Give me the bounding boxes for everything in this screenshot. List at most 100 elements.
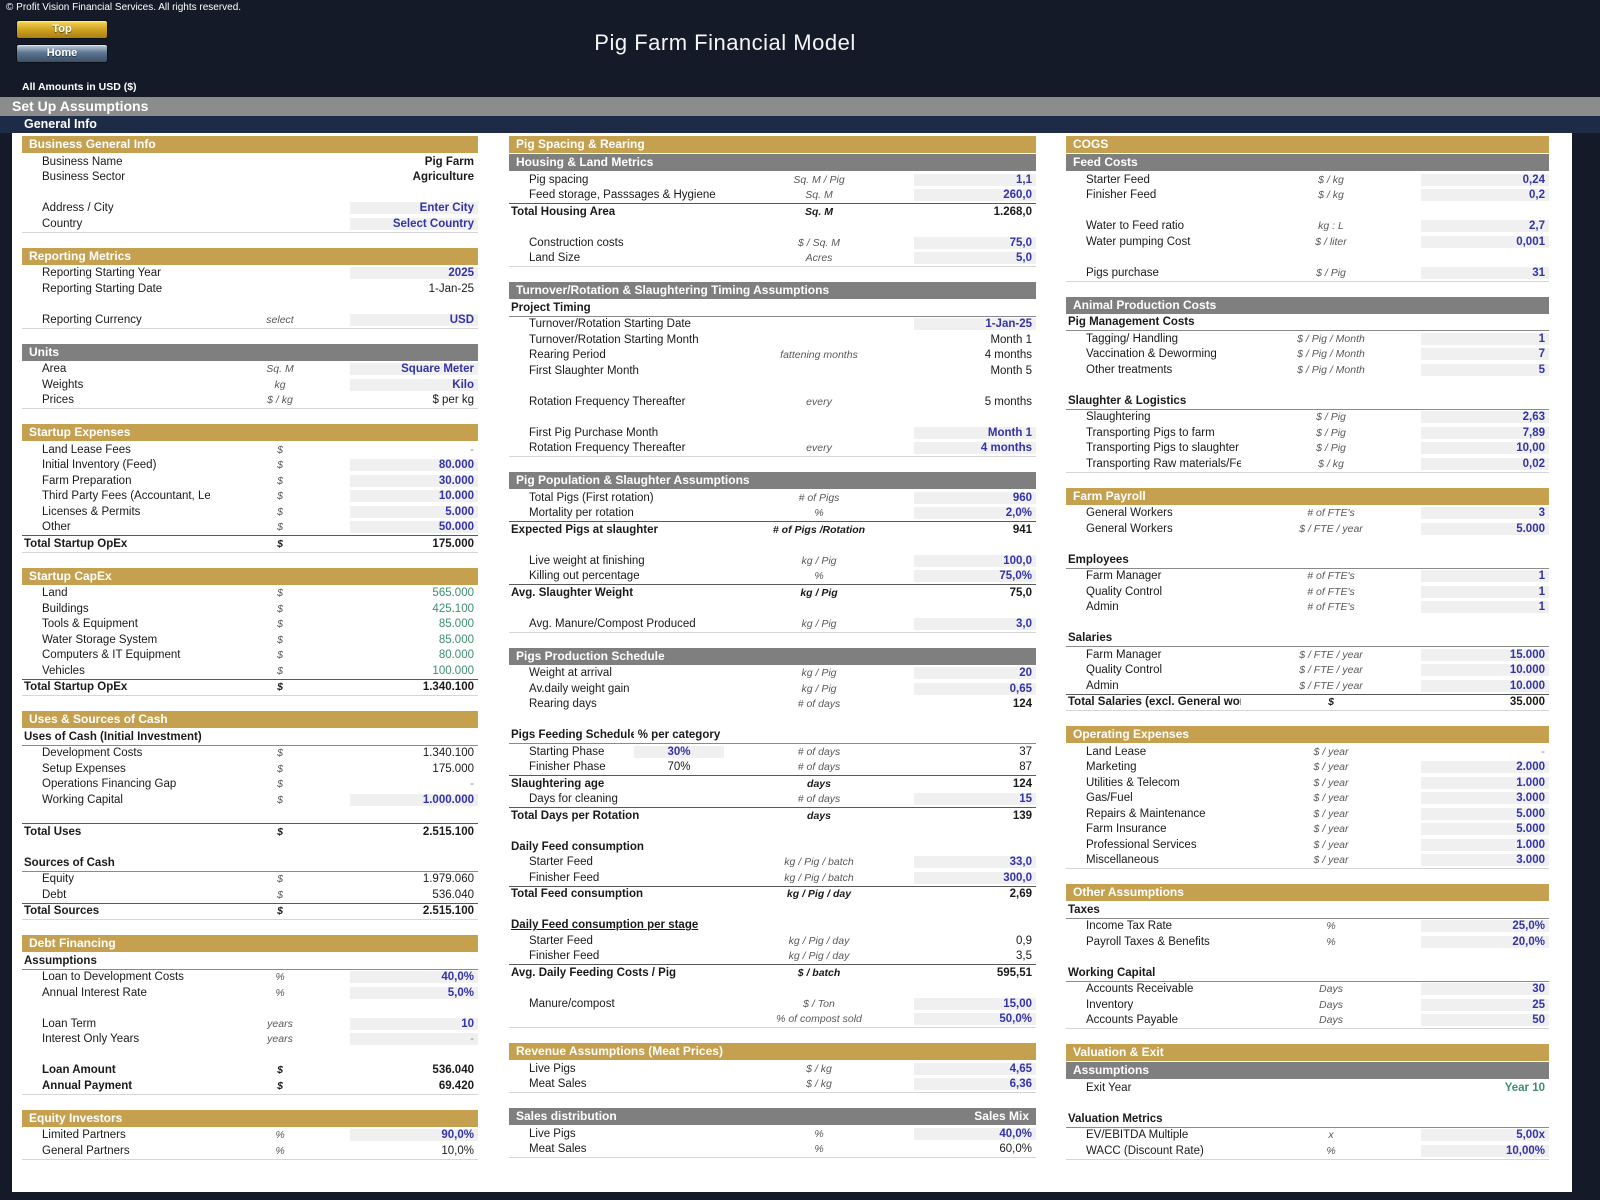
input-cell[interactable]: 31 — [1421, 266, 1549, 279]
input-cell[interactable]: 0,65 — [914, 682, 1036, 695]
row-unit: $ / FTE / year — [1299, 679, 1363, 692]
input-cell[interactable]: 1 — [1421, 585, 1549, 598]
input-cell[interactable]: 10,00 — [1421, 442, 1549, 455]
input-cell[interactable]: 2,7 — [1421, 220, 1549, 233]
input-cell[interactable]: 30 — [1421, 983, 1549, 996]
input-cell[interactable]: 0,2 — [1421, 189, 1549, 202]
input-cell[interactable]: 3,0 — [914, 617, 1036, 630]
input-cell[interactable]: 50.000 — [350, 521, 478, 534]
footer-bar — [0, 1192, 1600, 1200]
input-cell[interactable]: - — [350, 1033, 478, 1046]
input-cell[interactable]: 100,0 — [914, 554, 1036, 567]
input-cell[interactable]: 40,0% — [350, 971, 478, 984]
input-cell[interactable]: 25 — [1421, 998, 1549, 1011]
input-cell[interactable]: 2.000 — [1421, 761, 1549, 774]
input-cell[interactable]: Kilo — [350, 378, 478, 391]
input-cell[interactable]: 5,0 — [914, 252, 1036, 265]
input-cell[interactable]: 80.000 — [350, 459, 478, 472]
input-cell[interactable]: 10.000 — [1421, 664, 1549, 677]
input-cell[interactable]: 20,0% — [1421, 935, 1549, 948]
input-cell[interactable]: 7 — [1421, 348, 1549, 361]
input-cell[interactable]: 0,24 — [1421, 173, 1549, 186]
row-secondary-cell[interactable]: 30% — [634, 745, 724, 758]
input-cell[interactable]: 5.000 — [1421, 522, 1549, 535]
value-cell: 124 — [1012, 698, 1032, 711]
input-cell[interactable]: 1-Jan-25 — [914, 318, 1036, 331]
input-cell[interactable]: 1.000 — [1421, 776, 1549, 789]
input-cell[interactable]: 5 — [1421, 363, 1549, 376]
input-cell[interactable]: 7,89 — [1421, 426, 1549, 439]
input-cell[interactable]: USD — [350, 313, 478, 326]
input-cell[interactable]: 50,0% — [914, 1013, 1036, 1026]
input-cell[interactable]: 10,00% — [1421, 1144, 1549, 1157]
row-label: Address / City — [42, 202, 114, 215]
input-cell[interactable]: 3.000 — [1421, 854, 1549, 867]
row-unit: $ — [277, 1079, 283, 1092]
value-cell: 139 — [1012, 809, 1032, 822]
input-cell[interactable]: 10.000 — [1421, 679, 1549, 692]
input-cell[interactable]: 5,00x — [1421, 1129, 1549, 1142]
section-title: Animal Production Costs — [1073, 297, 1217, 312]
input-cell[interactable]: Enter City — [350, 202, 478, 215]
home-button[interactable]: Home — [16, 44, 108, 63]
input-cell[interactable]: 1 — [1421, 332, 1549, 345]
input-cell[interactable]: 3.000 — [1421, 792, 1549, 805]
input-cell[interactable]: 1,1 — [914, 173, 1036, 186]
input-cell[interactable]: 260,0 — [914, 189, 1036, 202]
input-cell[interactable]: 1.000.000 — [350, 793, 478, 806]
input-cell[interactable]: 3 — [1421, 507, 1549, 520]
row-label: Rotation Frequency Thereafter — [529, 442, 686, 455]
row-label: Admin — [1086, 601, 1119, 614]
value-cell: Agriculture — [412, 171, 474, 184]
input-cell[interactable]: 75,0 — [914, 236, 1036, 249]
table-row: Live weight at finishing kg / Pig 100,0 — [509, 553, 1036, 569]
table-row: Reporting Starting Date 1-Jan-25 — [22, 281, 478, 297]
input-cell[interactable]: 1 — [1421, 601, 1549, 614]
row-label: Killing out percentage — [529, 570, 640, 583]
input-cell[interactable]: 4 months — [914, 442, 1036, 455]
table-row — [22, 1047, 478, 1063]
table-row: Country Select Country — [22, 216, 478, 232]
input-cell[interactable]: 5,0% — [350, 986, 478, 999]
row-unit: $ — [277, 618, 283, 631]
input-cell[interactable]: 960 — [914, 491, 1036, 504]
input-cell[interactable]: 40,0% — [914, 1127, 1036, 1140]
top-button[interactable]: Top — [16, 20, 108, 39]
input-cell[interactable]: 10 — [350, 1017, 478, 1030]
section-header: Debt Financing — [22, 935, 478, 952]
input-cell[interactable]: 2,0% — [914, 507, 1036, 520]
input-cell[interactable]: 33,0 — [914, 856, 1036, 869]
row-label: Transporting Pigs to farm — [1086, 426, 1215, 439]
row-unit: $ — [277, 793, 283, 806]
input-cell[interactable]: 5.000 — [1421, 807, 1549, 820]
input-cell[interactable]: Select Country — [350, 217, 478, 230]
input-cell[interactable]: Month 1 — [914, 426, 1036, 439]
input-cell[interactable]: 5.000 — [350, 505, 478, 518]
value-cell: 3,5 — [1016, 950, 1032, 963]
input-cell[interactable]: 6,36 — [914, 1078, 1036, 1091]
input-cell[interactable]: 15 — [914, 793, 1036, 806]
input-cell[interactable]: 90,0% — [350, 1129, 478, 1142]
input-cell[interactable]: 15,00 — [914, 997, 1036, 1010]
row-label: Land Lease — [1086, 745, 1147, 758]
table-row: Farm Manager $ / FTE / year 15.000 — [1066, 647, 1549, 663]
input-cell[interactable]: 0,02 — [1421, 457, 1549, 470]
input-cell[interactable]: 50 — [1421, 1014, 1549, 1027]
input-cell[interactable]: 2,63 — [1421, 411, 1549, 424]
row-unit: $ — [277, 443, 283, 456]
input-cell[interactable]: 5.000 — [1421, 823, 1549, 836]
row-unit: % — [275, 1144, 285, 1157]
input-cell[interactable]: 25,0% — [1421, 920, 1549, 933]
input-cell[interactable]: 0,001 — [1421, 235, 1549, 248]
input-cell[interactable]: Square Meter — [350, 363, 478, 376]
input-cell[interactable]: 30.000 — [350, 474, 478, 487]
input-cell[interactable]: 20 — [914, 667, 1036, 680]
input-cell[interactable]: 15.000 — [1421, 648, 1549, 661]
input-cell[interactable]: 75,0% — [914, 570, 1036, 583]
input-cell[interactable]: 1 — [1421, 570, 1549, 583]
input-cell[interactable]: 1.000 — [1421, 838, 1549, 851]
input-cell[interactable]: 2025 — [350, 267, 478, 280]
input-cell[interactable]: 10.000 — [350, 490, 478, 503]
input-cell[interactable]: 4,65 — [914, 1062, 1036, 1075]
input-cell[interactable]: 300,0 — [914, 871, 1036, 884]
